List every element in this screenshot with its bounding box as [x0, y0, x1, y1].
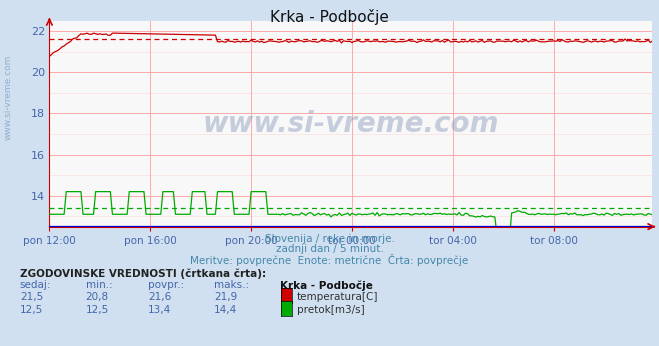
Text: povpr.:: povpr.: [148, 280, 185, 290]
Text: 21,5: 21,5 [20, 292, 43, 302]
Text: maks.:: maks.: [214, 280, 249, 290]
Text: www.si-vreme.com: www.si-vreme.com [203, 110, 499, 138]
Text: pretok[m3/s]: pretok[m3/s] [297, 305, 364, 315]
Text: 20,8: 20,8 [86, 292, 109, 302]
Text: zadnji dan / 5 minut.: zadnji dan / 5 minut. [275, 244, 384, 254]
Text: sedaj:: sedaj: [20, 280, 51, 290]
Text: 13,4: 13,4 [148, 305, 171, 315]
Text: 14,4: 14,4 [214, 305, 237, 315]
Text: 21,6: 21,6 [148, 292, 171, 302]
Text: Krka - Podbočje: Krka - Podbočje [280, 280, 373, 291]
Text: 12,5: 12,5 [20, 305, 43, 315]
Text: Meritve: povprečne  Enote: metrične  Črta: povprečje: Meritve: povprečne Enote: metrične Črta:… [190, 254, 469, 266]
Text: temperatura[C]: temperatura[C] [297, 292, 378, 302]
Text: Krka - Podbočje: Krka - Podbočje [270, 9, 389, 25]
Text: www.si-vreme.com: www.si-vreme.com [3, 54, 13, 139]
Text: ZGODOVINSKE VREDNOSTI (črtkana črta):: ZGODOVINSKE VREDNOSTI (črtkana črta): [20, 268, 266, 279]
Text: Slovenija / reke in morje.: Slovenija / reke in morje. [264, 234, 395, 244]
Text: 12,5: 12,5 [86, 305, 109, 315]
Text: 21,9: 21,9 [214, 292, 237, 302]
Text: min.:: min.: [86, 280, 113, 290]
